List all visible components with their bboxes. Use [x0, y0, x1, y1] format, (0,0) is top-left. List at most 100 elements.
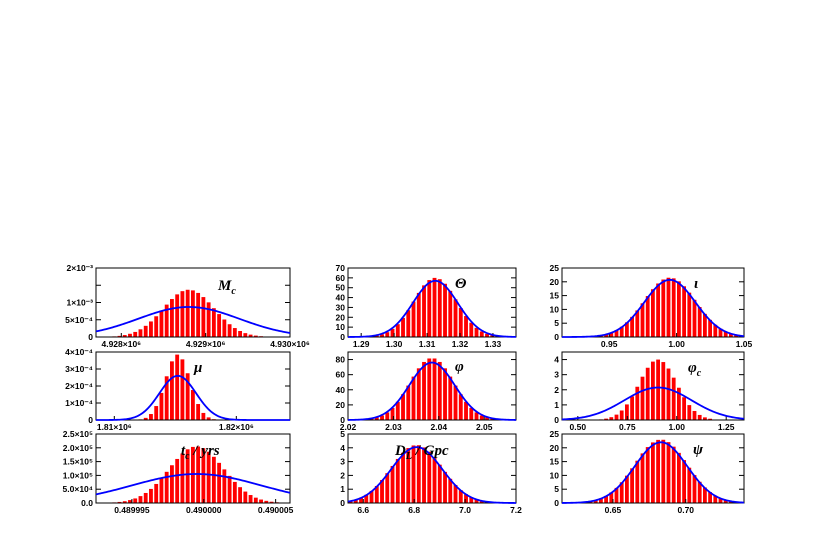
- histogram-bar: [656, 283, 660, 337]
- histogram-bar: [253, 497, 258, 503]
- histogram-bar: [432, 277, 437, 337]
- histogram-bar: [138, 329, 143, 337]
- histogram-bar: [640, 376, 645, 420]
- histogram-bar: [609, 332, 614, 337]
- histogram-bar: [264, 500, 269, 503]
- histogram-bar: [374, 417, 379, 420]
- histogram-bar: [422, 361, 426, 420]
- gaussian-fit-curve: [95, 306, 291, 334]
- histogram-bar: [170, 361, 174, 420]
- panel-parameter-label: tc / yrs: [181, 443, 220, 462]
- histogram-bar: [708, 319, 712, 337]
- histogram-bar: [485, 417, 489, 420]
- histogram-bar: [703, 487, 707, 503]
- histogram-bar: [677, 387, 681, 420]
- histogram-bar: [238, 331, 243, 337]
- panel-parameter-label: Θ: [455, 276, 467, 292]
- y-tick-label: 20: [336, 400, 346, 410]
- histogram-bar: [185, 373, 190, 420]
- histogram-bar: [619, 482, 624, 503]
- histogram-bar: [661, 279, 666, 337]
- histogram-bar: [682, 397, 686, 420]
- histogram-bar: [201, 297, 206, 337]
- x-tick-label: 7.0: [459, 505, 471, 515]
- histogram-bar: [380, 334, 384, 337]
- histogram-bar: [635, 460, 640, 503]
- histogram-bar: [666, 277, 671, 337]
- x-tick-label: 0.65: [605, 505, 622, 515]
- panel-5: 0.50 0.75 1.00 1.25 0 1 2 3 4 φc: [554, 351, 745, 432]
- histogram-bar: [464, 316, 468, 337]
- histogram-bar: [723, 331, 728, 337]
- histogram-bars: [364, 358, 500, 420]
- histogram-bar: [474, 327, 479, 337]
- histogram-bar: [154, 316, 159, 337]
- histogram-bar: [630, 396, 634, 420]
- histogram-bar: [133, 331, 138, 337]
- histogram-bar: [703, 313, 707, 337]
- x-tick-label: 0.95: [601, 339, 618, 349]
- histogram-bar: [453, 385, 458, 420]
- x-tick-label: 7.2: [510, 505, 522, 515]
- panel-0: 4.928×10⁶ 4.929×10⁶ 4.930×10⁶ 0 5×10⁻⁴ 1×10⁻³…: [65, 263, 310, 349]
- histogram-bar: [180, 359, 185, 420]
- histogram-bar: [677, 452, 681, 503]
- histogram-bar: [474, 499, 479, 503]
- histogram-bar: [692, 410, 697, 420]
- axes-frame: [347, 351, 517, 421]
- panel-8: 0.65 0.70 0 5 10 15 20 25 ψ: [550, 429, 745, 515]
- gaussian-fit-curve: [561, 386, 745, 421]
- histogram-bar: [645, 447, 650, 503]
- histogram-bar: [149, 321, 153, 337]
- y-tick-label: 0: [340, 332, 345, 342]
- histogram-bar: [196, 404, 201, 420]
- histogram-bar: [253, 335, 258, 337]
- histogram-bar: [385, 473, 390, 503]
- histogram-bar: [697, 481, 702, 503]
- histogram-bar: [185, 289, 190, 337]
- histogram-bar: [180, 291, 185, 337]
- histogram-bar: [374, 485, 379, 503]
- histogram-bar: [427, 451, 432, 503]
- axes-frame: [347, 267, 517, 338]
- histogram-bar: [609, 492, 614, 503]
- histogram-bar: [427, 358, 432, 420]
- gaussian-fit-curve: [561, 441, 745, 504]
- histogram-bar: [170, 465, 174, 503]
- histogram-bar: [671, 446, 676, 503]
- histogram-bar: [117, 501, 122, 503]
- panel-2: 0.95 1.00 1.05 0 5 10 15 20 25 ι: [550, 263, 753, 349]
- panel-6: 0.489995 0.490000 0.490005 0.0 5.0×10⁴ 1.0×10…: [63, 429, 294, 515]
- gaussian-fit-curve: [348, 279, 517, 338]
- histogram-bar: [697, 414, 702, 420]
- histogram-bar: [713, 495, 718, 503]
- panel-parameter-label: μ: [193, 360, 202, 376]
- x-tick-label: 2.03: [385, 422, 402, 432]
- x-tick-label: 2.02: [340, 422, 357, 432]
- histogram-bar: [206, 417, 211, 420]
- histogram-bar: [122, 501, 127, 503]
- y-tick-label: 60: [336, 370, 346, 380]
- axes-frame: [561, 351, 745, 421]
- histogram-bar: [395, 324, 400, 337]
- histogram-bar: [416, 368, 421, 420]
- histogram-bar: [651, 442, 655, 503]
- histogram-bar: [718, 328, 723, 337]
- histogram-bar: [687, 467, 692, 503]
- y-tick-label: 10: [336, 322, 346, 332]
- y-tick-label: 2: [554, 385, 559, 395]
- histogram-bar: [385, 332, 390, 337]
- histogram-bar: [395, 458, 400, 503]
- x-tick-label: 0.490005: [258, 505, 294, 515]
- histogram-bar: [599, 498, 603, 503]
- histogram-bar: [490, 418, 495, 420]
- histogram-bars: [599, 359, 712, 420]
- histogram-bar: [630, 316, 634, 337]
- y-tick-label: 1.5×10⁵: [63, 457, 93, 467]
- histogram-bar: [437, 279, 442, 337]
- panel-parameter-label: DL / Gpc: [394, 443, 449, 462]
- histogram-bar: [359, 497, 363, 503]
- histogram-bar: [406, 448, 411, 503]
- y-tick-label: 0: [340, 498, 345, 508]
- histogram-bar: [458, 308, 463, 337]
